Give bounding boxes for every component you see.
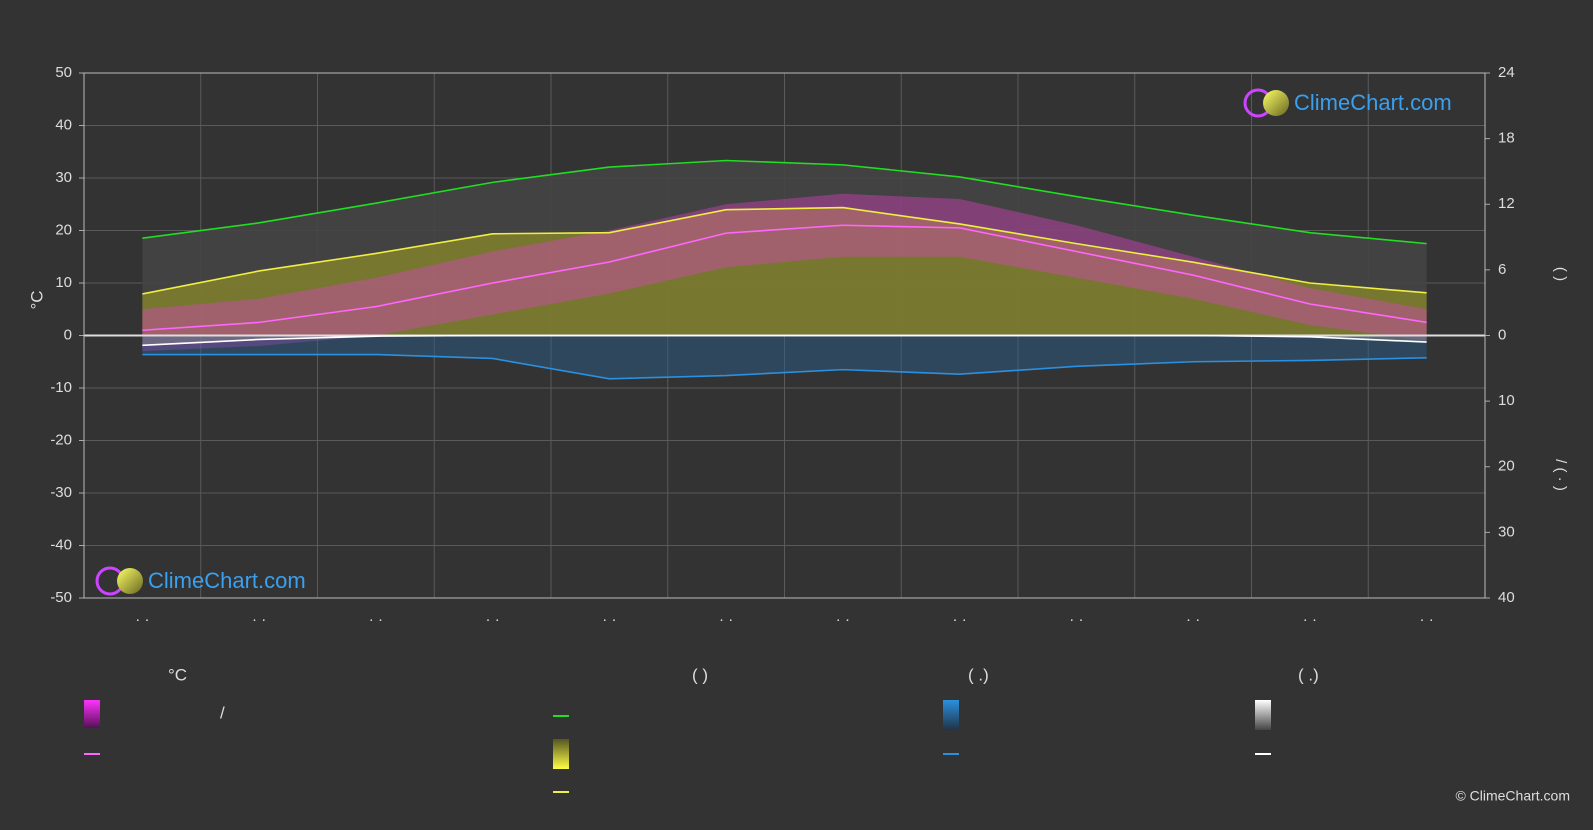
series-line (142, 353, 1427, 380)
x-tick-label: · · (486, 611, 500, 628)
logo-icon (117, 568, 143, 594)
x-tick-label: · · (252, 611, 266, 628)
legend: °C ( ) ( .) ( .) / (84, 665, 1319, 793)
legend-heading: °C (168, 665, 187, 684)
legend-heading: ( .) (968, 665, 989, 684)
y-tick-label: 20 (55, 221, 72, 238)
y-tick-label: -30 (50, 484, 72, 501)
y2-tick-label: 0 (1498, 326, 1506, 343)
logo-text: ClimeChart.com (148, 568, 306, 593)
legend-heading: ( ) (692, 665, 708, 684)
plot: -50 -40 -30 -20 -10 0 10 20 30 40 50 0 6 12 18 24 10 20 30… (50, 64, 1514, 628)
temp-range-area (142, 193, 1427, 352)
series-line (142, 206, 1427, 295)
right-axis-title: / ( · ) (1552, 459, 1569, 491)
y2-tick-label: 18 (1498, 130, 1515, 147)
legend-swatch (943, 700, 959, 730)
x-tick-label: · · (135, 611, 149, 628)
y-tick-label: -20 (50, 431, 72, 448)
y-axis-title: °C (27, 290, 46, 309)
logo: ClimeChart.com (95, 566, 306, 596)
x-tick-label: · · (602, 611, 616, 628)
logo-icon (1263, 90, 1289, 116)
legend-swatch (84, 700, 100, 728)
y2-tick-label: 24 (1498, 64, 1515, 81)
y-tick-label: 30 (55, 169, 72, 186)
logo-text: ClimeChart.com (1294, 90, 1452, 115)
y3-tick-label: 20 (1498, 458, 1515, 475)
series-line (142, 334, 1427, 347)
x-tick-label: · · (953, 611, 967, 628)
y-tick-label: 0 (64, 326, 72, 343)
y2-tick-label: 12 (1498, 195, 1515, 212)
x-tick-label: · · (1420, 611, 1434, 628)
y3-tick-label: 10 (1498, 392, 1515, 409)
series-line (142, 159, 1427, 245)
series-line (142, 224, 1427, 332)
right-axis-title: ( ) (1552, 267, 1569, 281)
legend-swatch (1255, 700, 1271, 730)
x-tick-label: · · (1069, 611, 1083, 628)
copyright: © ClimeChart.com (1455, 788, 1570, 804)
legend-heading: ( .) (1298, 665, 1319, 684)
y3-tick-label: 40 (1498, 589, 1515, 606)
x-tick-label: · · (369, 611, 383, 628)
y-tick-label: -10 (50, 379, 72, 396)
precipitation-area (142, 335, 1427, 379)
x-tick-label: · · (1303, 611, 1317, 628)
x-tick-label: · · (1186, 611, 1200, 628)
x-tick-label: · · (719, 611, 733, 628)
legend-swatch (553, 739, 569, 769)
y-tick-label: 40 (55, 116, 72, 133)
y-tick-label: -40 (50, 536, 72, 553)
y-tick-label: 50 (55, 64, 72, 81)
y2-tick-label: 6 (1498, 261, 1506, 278)
legend-text: / (220, 703, 225, 722)
y-tick-label: 10 (55, 274, 72, 291)
sunshine-area (142, 207, 1427, 336)
logo: ClimeChart.com (1243, 88, 1452, 118)
plot-frame (83, 72, 1486, 599)
y3-tick-label: 30 (1498, 523, 1515, 540)
y-tick-label: -50 (50, 589, 72, 606)
x-tick-label: · · (836, 611, 850, 628)
